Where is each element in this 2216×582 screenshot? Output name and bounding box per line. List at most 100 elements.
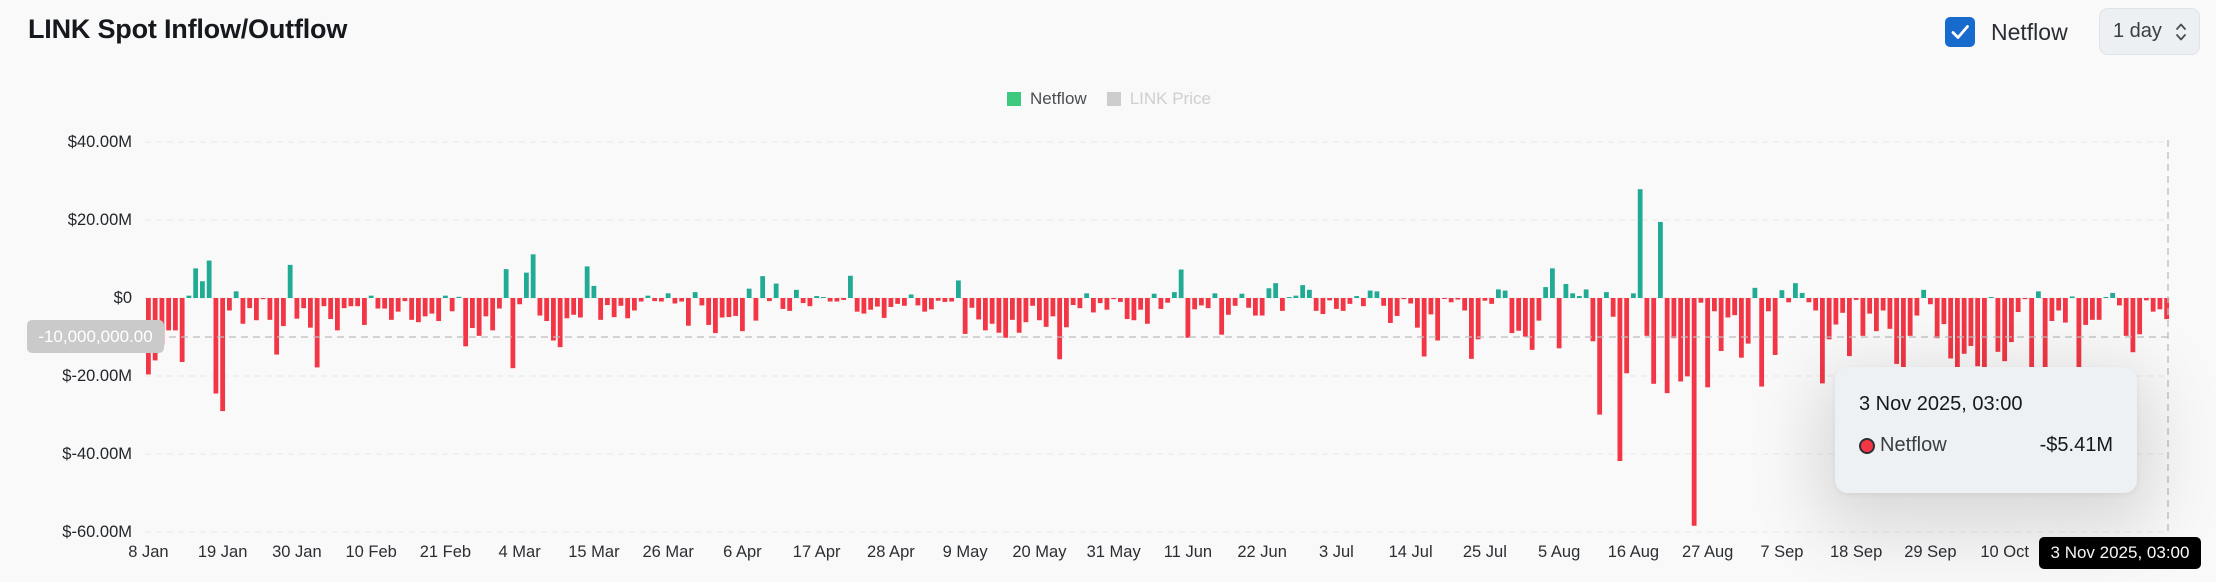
netflow-bar[interactable]	[1401, 298, 1407, 300]
netflow-bar[interactable]	[2103, 297, 2109, 298]
netflow-bar[interactable]	[875, 298, 880, 307]
netflow-bar[interactable]	[1590, 298, 1596, 342]
netflow-bar[interactable]	[753, 298, 759, 321]
netflow-bar[interactable]	[827, 298, 833, 302]
netflow-bar[interactable]	[1853, 298, 1859, 300]
netflow-bar[interactable]	[962, 298, 968, 334]
netflow-bar[interactable]	[1462, 298, 1468, 311]
netflow-bar[interactable]	[868, 298, 874, 310]
netflow-bar[interactable]	[449, 298, 455, 312]
netflow-bar[interactable]	[2137, 298, 2143, 335]
netflow-bar[interactable]	[1172, 292, 1177, 298]
netflow-bar[interactable]	[564, 298, 570, 319]
netflow-bar[interactable]	[294, 298, 300, 319]
netflow-bar[interactable]	[1786, 298, 1792, 303]
netflow-bar[interactable]	[362, 298, 367, 325]
netflow-bar[interactable]	[1212, 293, 1218, 298]
netflow-bar[interactable]	[456, 296, 462, 298]
netflow-bar[interactable]	[1428, 298, 1434, 315]
netflow-bar[interactable]	[767, 298, 772, 302]
netflow-bar[interactable]	[1894, 298, 1900, 364]
netflow-bar[interactable]	[1617, 298, 1623, 462]
netflow-bar[interactable]	[1664, 298, 1670, 394]
netflow-bar[interactable]	[321, 298, 327, 307]
netflow-bar[interactable]	[179, 298, 185, 362]
netflow-bar[interactable]	[1624, 298, 1630, 374]
netflow-bar[interactable]	[1340, 298, 1346, 311]
netflow-bar[interactable]	[861, 298, 867, 314]
netflow-bar[interactable]	[1988, 297, 1994, 298]
netflow-bar[interactable]	[1111, 298, 1117, 300]
netflow-bar[interactable]	[422, 298, 428, 317]
netflow-bar[interactable]	[341, 298, 347, 309]
netflow-bar[interactable]	[1455, 298, 1461, 300]
netflow-bar[interactable]	[915, 298, 921, 306]
netflow-bar[interactable]	[1745, 298, 1751, 344]
netflow-bar[interactable]	[591, 285, 597, 298]
netflow-bar[interactable]	[949, 298, 955, 302]
netflow-bar[interactable]	[1003, 298, 1009, 338]
netflow-bar[interactable]	[1496, 289, 1501, 298]
netflow-bar[interactable]	[1232, 298, 1238, 306]
netflow-bar[interactable]	[1205, 298, 1211, 309]
netflow-bar[interactable]	[746, 288, 752, 298]
netflow-bar[interactable]	[355, 298, 361, 307]
netflow-bar[interactable]	[1921, 289, 1927, 298]
netflow-bar[interactable]	[2150, 298, 2156, 312]
netflow-bar[interactable]	[2144, 298, 2149, 301]
netflow-bar[interactable]	[1604, 292, 1609, 298]
netflow-bar[interactable]	[922, 298, 928, 312]
netflow-bar[interactable]	[989, 298, 995, 324]
netflow-bar[interactable]	[328, 298, 334, 320]
netflow-bar[interactable]	[436, 298, 442, 322]
netflow-bar[interactable]	[794, 289, 799, 298]
netflow-bar[interactable]	[1489, 298, 1495, 304]
netflow-bar[interactable]	[1158, 298, 1164, 309]
netflow-bar[interactable]	[1259, 298, 1265, 316]
netflow-bar[interactable]	[1772, 298, 1778, 355]
netflow-bar[interactable]	[1610, 298, 1616, 317]
netflow-bar[interactable]	[1732, 298, 1738, 316]
netflow-bar[interactable]	[902, 298, 907, 306]
netflow-bar[interactable]	[233, 291, 239, 298]
netflow-bar[interactable]	[1955, 298, 1960, 380]
netflow-bar[interactable]	[2022, 298, 2028, 300]
netflow-bar[interactable]	[368, 295, 374, 298]
netflow-bar[interactable]	[490, 298, 496, 331]
netflow-bar[interactable]	[2157, 298, 2163, 310]
netflow-bar[interactable]	[510, 298, 516, 369]
interval-select[interactable]: 1 day	[2099, 8, 2200, 55]
netflow-bar[interactable]	[2056, 298, 2062, 311]
netflow-bar[interactable]	[1570, 293, 1576, 298]
netflow-bar[interactable]	[1320, 298, 1326, 314]
legend-item-link-price[interactable]: LINK Price	[1106, 89, 1211, 109]
netflow-bar[interactable]	[1948, 298, 1954, 359]
netflow-bar[interactable]	[314, 298, 320, 368]
netflow-bar[interactable]	[2063, 298, 2068, 323]
netflow-bar[interactable]	[1597, 298, 1603, 415]
netflow-bar[interactable]	[402, 298, 408, 302]
netflow-bar[interactable]	[1070, 298, 1076, 306]
netflow-bar[interactable]	[1968, 298, 1974, 346]
netflow-bar[interactable]	[274, 298, 280, 355]
netflow-bar[interactable]	[173, 298, 178, 331]
netflow-bar[interactable]	[1023, 298, 1029, 323]
netflow-bar[interactable]	[281, 298, 286, 327]
netflow-bar[interactable]	[1982, 298, 1987, 392]
netflow-bar[interactable]	[1043, 298, 1049, 327]
netflow-bar[interactable]	[1347, 298, 1353, 304]
netflow-bar[interactable]	[254, 298, 259, 321]
netflow-bar[interactable]	[375, 298, 381, 309]
netflow-bar[interactable]	[395, 298, 401, 312]
netflow-bar[interactable]	[389, 298, 394, 320]
netflow-bar[interactable]	[2036, 291, 2041, 298]
netflow-bar[interactable]	[1975, 298, 1981, 367]
netflow-bar[interactable]	[638, 298, 644, 302]
netflow-bar[interactable]	[1583, 289, 1589, 298]
netflow-bar[interactable]	[213, 298, 219, 394]
netflow-bar[interactable]	[1334, 298, 1339, 309]
netflow-bar[interactable]	[1030, 298, 1036, 306]
netflow-bar[interactable]	[1631, 293, 1636, 298]
netflow-bar[interactable]	[1388, 298, 1393, 323]
netflow-bar[interactable]	[287, 264, 293, 298]
